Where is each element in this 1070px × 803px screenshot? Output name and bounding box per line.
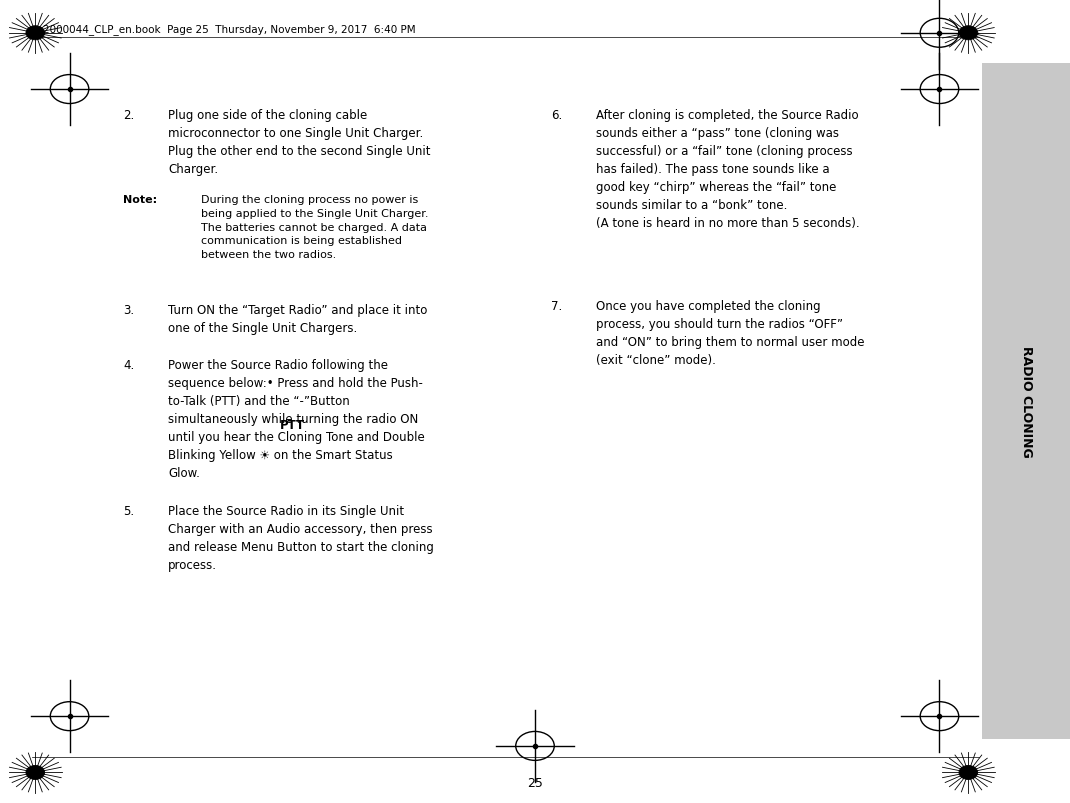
Text: Turn ON the “Target Radio” and place it into
one of the Single Unit Chargers.: Turn ON the “Target Radio” and place it … — [168, 304, 427, 335]
Text: 7.: 7. — [551, 300, 563, 312]
Text: Once you have completed the cloning
process, you should turn the radios “OFF”
an: Once you have completed the cloning proc… — [596, 300, 865, 366]
Circle shape — [959, 765, 978, 780]
Bar — [982, 64, 1070, 739]
Text: 5.: 5. — [123, 504, 134, 517]
Text: After cloning is completed, the Source Radio
sounds either a “pass” tone (clonin: After cloning is completed, the Source R… — [596, 109, 859, 230]
Text: PTT: PTT — [280, 418, 305, 431]
Circle shape — [26, 765, 45, 780]
Text: Note:: Note: — [123, 195, 157, 205]
Text: 4.: 4. — [123, 359, 135, 372]
Text: Place the Source Radio in its Single Unit
Charger with an Audio accessory, then : Place the Source Radio in its Single Uni… — [168, 504, 433, 571]
Text: During the cloning process no power is
being applied to the Single Unit Charger.: During the cloning process no power is b… — [201, 195, 429, 259]
Text: 2.: 2. — [123, 109, 135, 122]
Circle shape — [959, 26, 978, 41]
Text: 6.: 6. — [551, 109, 563, 122]
Text: RADIO CLONING: RADIO CLONING — [1020, 346, 1033, 457]
Text: 3.: 3. — [123, 304, 134, 316]
Text: 25: 25 — [528, 777, 542, 789]
Text: Power the Source Radio following the
sequence below:• Press and hold the Push-
t: Power the Source Radio following the seq… — [168, 359, 425, 479]
Circle shape — [26, 26, 45, 41]
Text: 2000044_CLP_en.book  Page 25  Thursday, November 9, 2017  6:40 PM: 2000044_CLP_en.book Page 25 Thursday, No… — [43, 24, 415, 35]
Text: Plug one side of the cloning cable
microconnector to one Single Unit Charger.
Pl: Plug one side of the cloning cable micro… — [168, 109, 430, 176]
